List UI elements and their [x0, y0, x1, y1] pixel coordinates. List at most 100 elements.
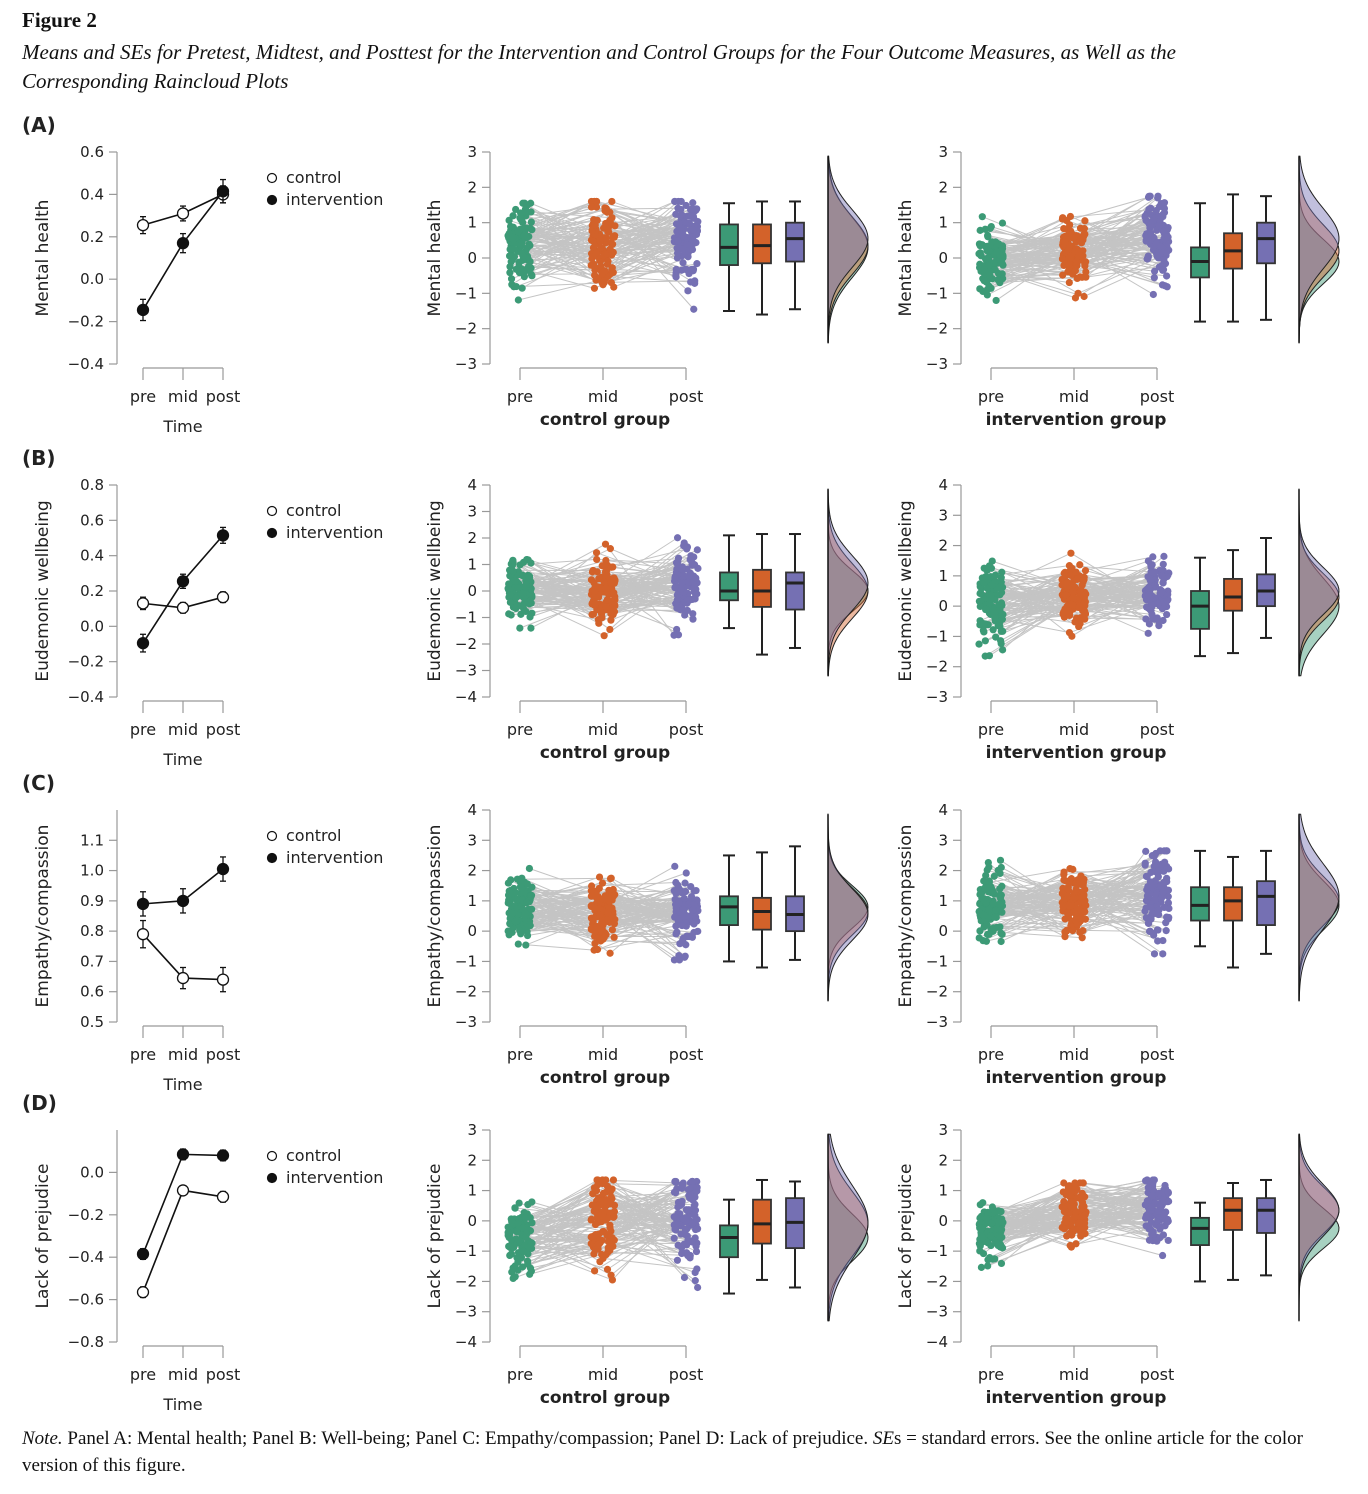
point-post [679, 905, 687, 913]
point-post [682, 201, 690, 210]
data-point [216, 1190, 230, 1203]
point-pre [521, 1214, 529, 1222]
panel-a: (A) 0.6 0.4 0.2 0.0 −0.2 −0.4 pre mid post Mental … [0, 112, 1368, 436]
raincloud-y-axis: 4 3 2 1 0 −1 −2 −3 [455, 801, 491, 1031]
point-pre [526, 1270, 534, 1278]
data-point [216, 185, 230, 198]
point-pre [527, 218, 535, 226]
point-mid [1060, 608, 1068, 616]
point-mid [1064, 233, 1073, 241]
y-tick-label: −2 [455, 635, 477, 653]
point-post [1147, 904, 1156, 912]
y-tick-label: −1 [455, 284, 477, 302]
point-mid [1079, 926, 1087, 935]
raincloud-y-axis: 4 3 2 1 0 −1 −2 −3 [926, 801, 962, 1031]
point-pre [525, 574, 534, 582]
point-post [1150, 852, 1158, 860]
data-point [136, 597, 150, 610]
box [1190, 1216, 1210, 1246]
point-mid [596, 607, 604, 615]
raincloud-x-axis: pre mid post [978, 1025, 1174, 1064]
point-post [1164, 1236, 1172, 1245]
y-tick-label: 0 [938, 249, 948, 267]
y-tick-label: 0.4 [80, 185, 104, 203]
note-ses: SE [872, 1428, 894, 1449]
point-pre [525, 864, 534, 873]
point-mid [602, 584, 610, 592]
point-post [681, 879, 689, 887]
point-pre [520, 888, 528, 896]
point-mid [589, 610, 598, 618]
point-mid [589, 237, 597, 245]
panel-c: (C) 1.1 1.0 0.9 0.8 0.7 0.6 0.5 pre mid post Empath… [0, 770, 1368, 1094]
point-pre [994, 866, 1002, 874]
point-pre [527, 1241, 535, 1249]
point-post [1164, 1217, 1172, 1225]
point-mid [1061, 238, 1069, 246]
point-post [683, 606, 691, 615]
point-pre [511, 1204, 519, 1212]
point-post [685, 219, 693, 227]
point-pre [977, 589, 985, 597]
note-label: Note. [22, 1428, 63, 1449]
point-pre [988, 595, 997, 603]
y-tick-label: 2 [467, 529, 477, 547]
point-pre [975, 640, 983, 648]
boxplot-mid [752, 1178, 772, 1281]
point-post [1146, 878, 1155, 886]
data-point [176, 207, 190, 220]
point-post [1155, 617, 1163, 625]
point-mid [1060, 876, 1068, 884]
point-pre [519, 251, 527, 260]
group-label: control group [540, 410, 670, 430]
point-pre [976, 1242, 984, 1250]
point-post [671, 862, 679, 870]
y-tick-label: 0 [467, 582, 477, 600]
point-pre [979, 911, 988, 920]
point-mid [1069, 593, 1077, 602]
point-post [1149, 601, 1157, 609]
legend-label: control [286, 1146, 341, 1165]
x-tick-label: mid [168, 387, 198, 406]
x-tick-label: pre [978, 720, 1004, 739]
point-pre [527, 585, 535, 593]
y-tick-label: 2 [467, 862, 477, 880]
data-point [136, 897, 150, 911]
point-post [683, 545, 691, 553]
point-post [674, 197, 682, 206]
point-post [677, 205, 685, 214]
point-pre [975, 597, 983, 605]
point-pre [520, 268, 528, 276]
point-post [673, 596, 681, 604]
point-pre [507, 275, 516, 283]
point-post [687, 265, 696, 274]
y-axis-title: Eudemonic wellbeing [33, 500, 53, 681]
y-tick-label: −0.4 [68, 1248, 104, 1266]
point-post [1154, 867, 1163, 875]
point-post [1151, 890, 1159, 899]
x-tick-label: pre [507, 1045, 533, 1064]
point-pre [509, 212, 517, 220]
raincloud-x-axis: pre mid post [978, 700, 1174, 739]
point-pre [517, 1254, 526, 1262]
density-post [827, 1133, 869, 1322]
y-axis-title: Eudemonic wellbeing [896, 500, 916, 681]
point-post [672, 265, 680, 273]
point-post [690, 584, 698, 592]
point-post [680, 572, 688, 580]
point-pre [521, 199, 529, 207]
data-point [136, 218, 150, 232]
point-mid [608, 197, 616, 206]
point-mid [587, 1215, 596, 1223]
legend-label: intervention [286, 523, 383, 542]
point-pre [989, 887, 997, 895]
x-axis-title: Time [162, 1395, 202, 1410]
y-tick-label: 1 [467, 556, 477, 574]
y-tick-label: 0.6 [80, 983, 104, 1001]
data-point [136, 303, 150, 317]
y-tick-label: 0.6 [80, 143, 104, 161]
point-post [671, 584, 679, 592]
y-tick-label: −0.4 [68, 688, 104, 706]
point-pre [518, 571, 526, 579]
x-axis-title: Time [162, 1075, 202, 1090]
